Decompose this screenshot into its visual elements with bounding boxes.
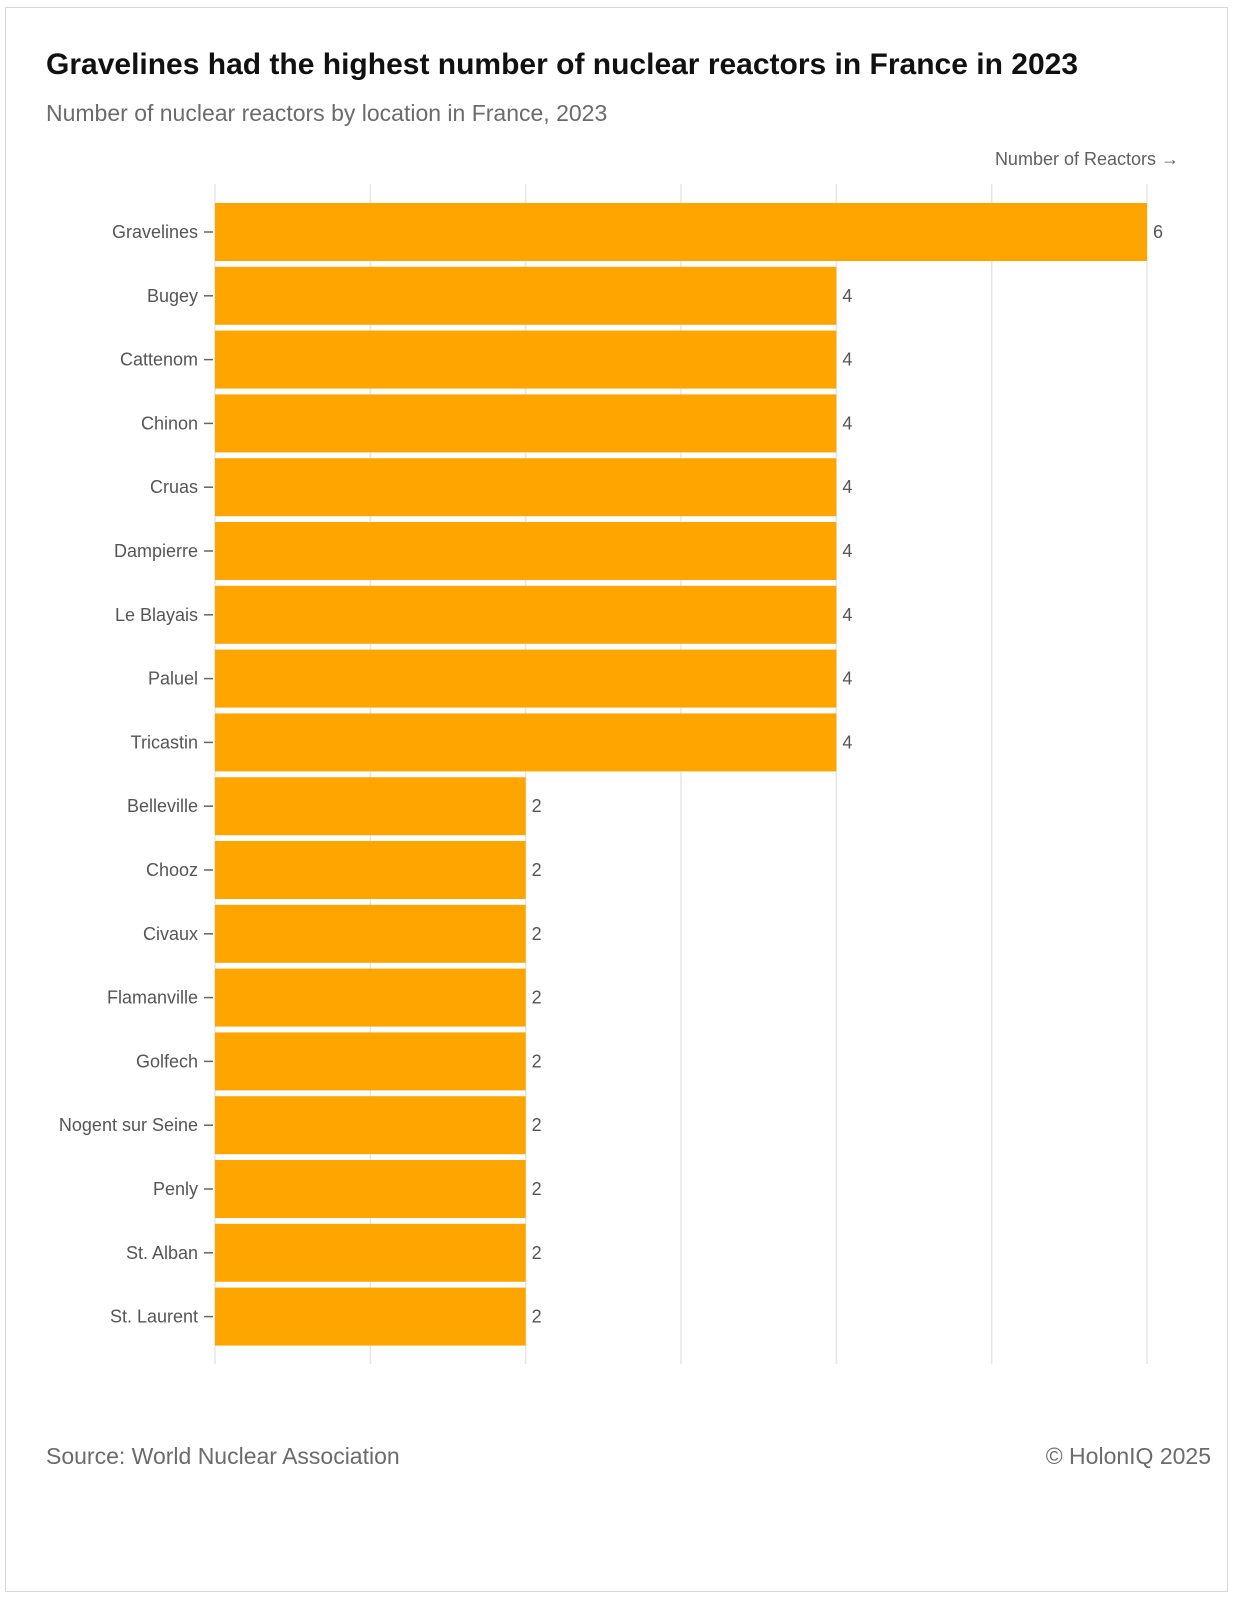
value-label: 4 — [842, 732, 852, 752]
category-label: Dampierre — [114, 541, 198, 561]
value-label: 2 — [532, 1179, 542, 1199]
bar — [215, 968, 526, 1027]
bar — [215, 649, 837, 708]
value-label: 2 — [532, 1051, 542, 1071]
category-label: Chinon — [141, 413, 198, 433]
value-label: 4 — [842, 286, 852, 306]
value-label: 4 — [842, 669, 852, 689]
bar — [215, 203, 1147, 261]
bars — [215, 203, 1147, 1346]
category-label: Belleville — [127, 796, 198, 816]
category-label: Gravelines — [112, 222, 198, 242]
category-label: Golfech — [136, 1051, 198, 1071]
category-label: Nogent sur Seine — [59, 1115, 198, 1135]
value-label: 2 — [532, 924, 542, 944]
bar — [215, 841, 526, 899]
bar — [215, 904, 526, 963]
bar — [215, 1287, 526, 1346]
category-label: Paluel — [148, 669, 198, 689]
labels: Gravelines 6 Bugey 4 Cattenom 4 Chinon 4 Cruas 4 D… — [59, 222, 1163, 1327]
bar — [215, 1223, 526, 1282]
category-label: Penly — [153, 1179, 198, 1199]
category-label: Chooz — [146, 860, 198, 880]
bar — [215, 394, 837, 453]
bar — [215, 1096, 526, 1155]
category-label: Cattenom — [120, 350, 198, 370]
bar — [215, 330, 837, 389]
category-label: St. Alban — [126, 1243, 198, 1263]
value-label: 4 — [842, 541, 852, 561]
category-label: Cruas — [150, 477, 198, 497]
bar — [215, 266, 837, 325]
chart-subtitle: Number of nuclear reactors by location i… — [46, 100, 608, 126]
value-label: 4 — [842, 477, 852, 497]
value-label: 4 — [842, 413, 852, 433]
bar — [215, 1160, 526, 1218]
value-label: 4 — [842, 605, 852, 625]
value-label: 2 — [532, 796, 542, 816]
value-label: 2 — [532, 988, 542, 1008]
value-label: 2 — [532, 1307, 542, 1327]
value-label: 2 — [532, 860, 542, 880]
bar — [215, 458, 837, 517]
bar — [215, 713, 837, 772]
category-label: Tricastin — [131, 732, 198, 752]
bar — [215, 1032, 526, 1091]
copyright-note: © HolonIQ 2025 — [1045, 1443, 1211, 1469]
value-label: 6 — [1153, 222, 1163, 242]
category-label: Bugey — [147, 286, 198, 306]
category-label: Civaux — [143, 924, 198, 944]
chart-title: Gravelines had the highest number of nuc… — [46, 48, 1078, 81]
value-label: 2 — [532, 1243, 542, 1263]
x-axis-title: Number of Reactors → — [994, 149, 1179, 169]
value-label: 4 — [842, 350, 852, 370]
bar — [215, 522, 837, 580]
value-label: 2 — [532, 1115, 542, 1135]
bar — [215, 777, 526, 836]
category-label: St. Laurent — [110, 1307, 198, 1327]
category-label: Le Blayais — [115, 605, 198, 625]
bar — [215, 585, 837, 644]
category-label: Flamanville — [107, 988, 198, 1008]
source-note: Source: World Nuclear Association — [46, 1443, 400, 1469]
